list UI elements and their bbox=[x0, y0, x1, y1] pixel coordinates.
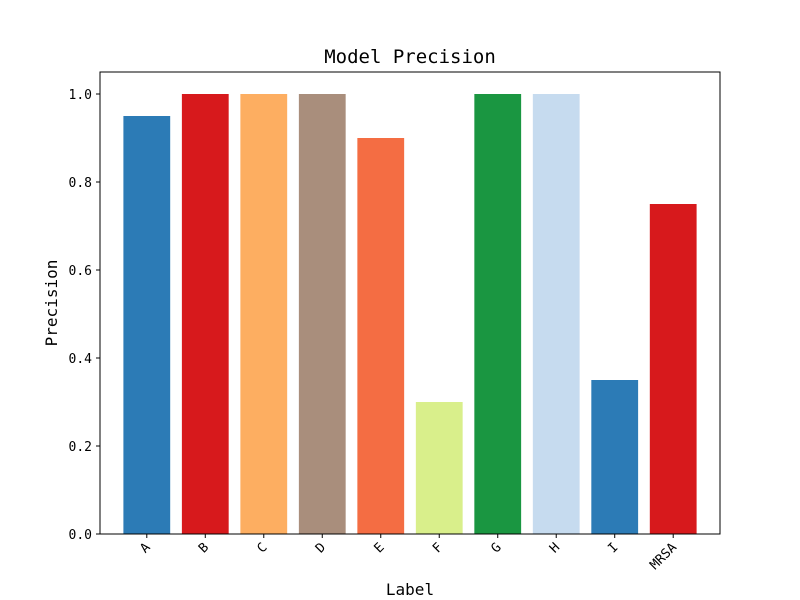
x-tick-label: F bbox=[430, 540, 446, 556]
x-tick-label: E bbox=[371, 540, 387, 556]
bar-e bbox=[357, 138, 405, 534]
bar-d bbox=[298, 94, 346, 534]
y-tick-label: 0.4 bbox=[69, 352, 93, 367]
x-axis-ticks: A B C D E F G H I MRSA bbox=[137, 534, 680, 573]
x-tick-label: G bbox=[488, 540, 504, 556]
x-tick-label: D bbox=[313, 540, 329, 556]
x-tick-label: B bbox=[196, 540, 212, 556]
x-tick-label: I bbox=[605, 540, 621, 556]
x-tick-label: C bbox=[254, 540, 270, 556]
x-axis-label: Label bbox=[386, 580, 434, 599]
bar-a bbox=[123, 116, 171, 534]
y-axis-ticks: 0.0 0.2 0.4 0.6 0.8 1.0 bbox=[69, 88, 100, 543]
bar-i bbox=[591, 380, 639, 534]
bar-h bbox=[532, 94, 580, 534]
x-tick-label: H bbox=[547, 540, 563, 556]
bar-f bbox=[415, 402, 463, 534]
x-tick-label: MRSA bbox=[647, 540, 680, 573]
y-tick-label: 0.8 bbox=[69, 176, 92, 191]
y-axis-label: Precision bbox=[42, 260, 61, 347]
y-tick-label: 0.0 bbox=[69, 528, 92, 543]
y-tick-label: 1.0 bbox=[69, 88, 92, 103]
bar-mrsa bbox=[649, 204, 697, 534]
y-tick-label: 0.6 bbox=[69, 264, 92, 279]
bar-b bbox=[181, 94, 229, 534]
bars-group bbox=[123, 94, 697, 534]
chart-title: Model Precision bbox=[324, 46, 496, 68]
y-tick-label: 0.2 bbox=[69, 440, 92, 455]
x-tick-label: A bbox=[137, 540, 153, 556]
bar-g bbox=[474, 94, 522, 534]
plot-frame bbox=[99, 71, 721, 535]
bar-c bbox=[240, 94, 288, 534]
